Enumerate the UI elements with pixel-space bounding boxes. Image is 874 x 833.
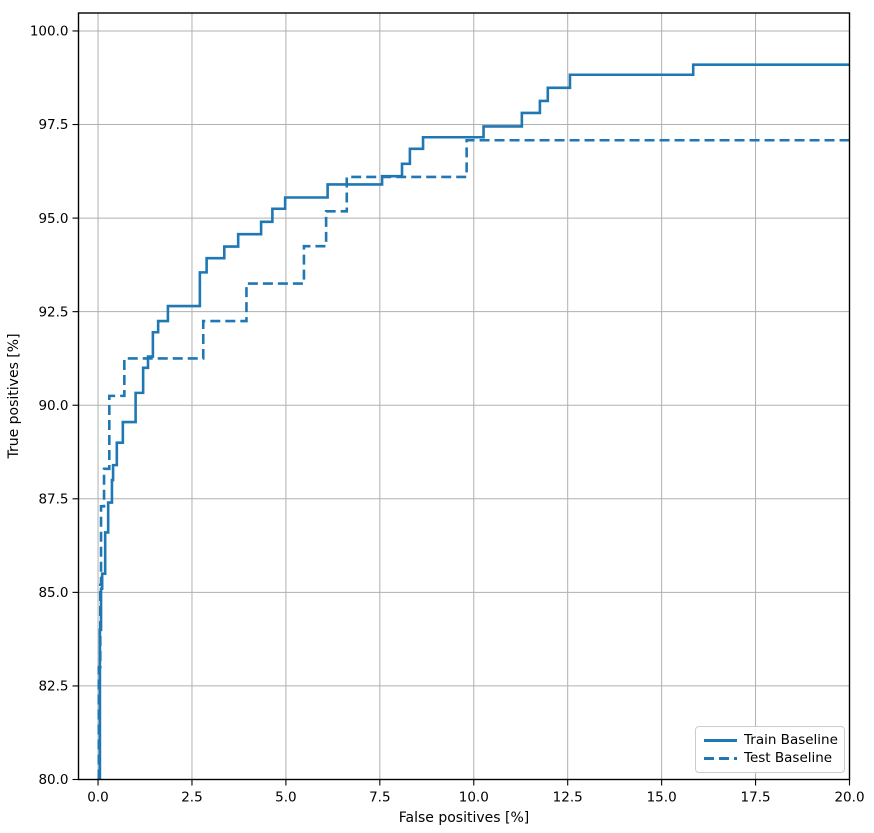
- y-tick-label: 80.0: [38, 772, 68, 788]
- chart-root: 0.0 2.5 5.0 7.5 10.0 12.5 15.0 17.5 20.0 80.0 82.5…: [30, 12, 865, 806]
- x-tick-label: 2.5: [181, 790, 202, 806]
- y-tick-label: 90.0: [38, 398, 68, 414]
- legend-item-test: Test Baseline: [704, 750, 836, 767]
- y-tick-label: 82.5: [38, 679, 68, 695]
- x-tick-label: 0.0: [87, 790, 108, 806]
- y-tick-label: 92.5: [38, 304, 68, 320]
- x-tick-label: 12.5: [553, 790, 583, 806]
- grid: [78, 13, 850, 780]
- x-axis-label: False positives [%]: [399, 810, 529, 826]
- y-axis-label: True positives [%]: [6, 333, 22, 459]
- solid-line-icon: [704, 739, 737, 743]
- train-baseline-line: [98, 63, 850, 780]
- dashed-line-icon: [704, 756, 737, 760]
- test-baseline-line: [97, 138, 850, 780]
- y-tick-label: 100.0: [30, 24, 69, 40]
- legend-item-train: Train Baseline: [704, 732, 838, 749]
- x-tick-label: 10.0: [459, 790, 489, 806]
- legend: Train Baseline Test Baseline: [695, 726, 845, 773]
- legend-label-test: Test Baseline: [744, 749, 833, 766]
- x-tick-label: 20.0: [834, 790, 864, 806]
- ticks: 0.0 2.5 5.0 7.5 10.0 12.5 15.0 17.5 20.0 80.0 82.5…: [30, 24, 865, 806]
- y-tick-label: 87.5: [38, 491, 68, 507]
- x-tick-label: 17.5: [741, 790, 771, 806]
- y-tick-label: 85.0: [38, 585, 68, 601]
- legend-label-train: Train Baseline: [744, 732, 838, 749]
- axes-frame: [77, 12, 851, 781]
- y-tick-label: 95.0: [38, 211, 68, 227]
- x-tick-label: 5.0: [275, 790, 296, 806]
- x-tick-label: 7.5: [369, 790, 390, 806]
- y-tick-label: 97.5: [38, 117, 68, 133]
- x-tick-label: 15.0: [647, 790, 677, 806]
